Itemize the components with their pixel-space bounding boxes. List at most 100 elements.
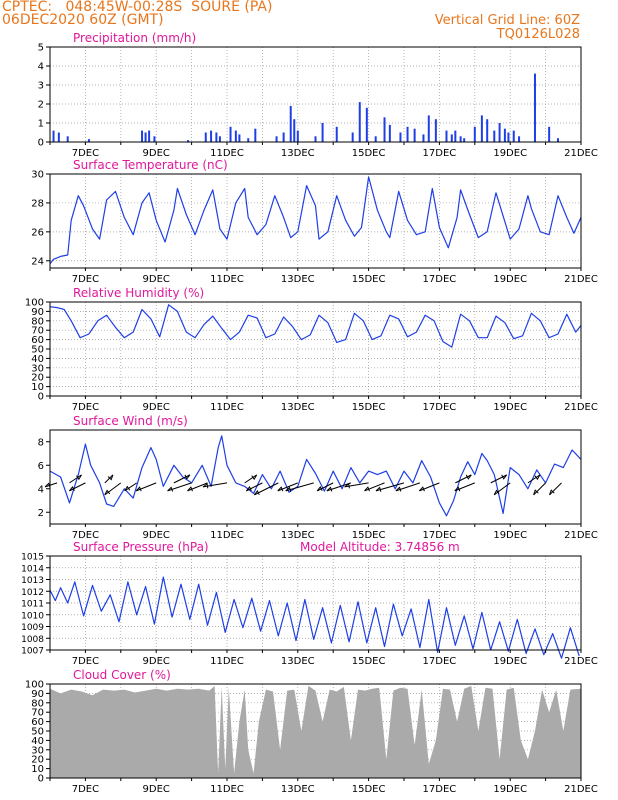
pressure-title: Surface Pressure (hPa) xyxy=(73,540,209,554)
precip-bar xyxy=(427,115,430,142)
precip-bar xyxy=(434,119,437,142)
wind-arrow-head xyxy=(104,489,111,496)
wind-xtick-label: 7DEC xyxy=(72,530,99,541)
precip-bar xyxy=(351,132,354,142)
wind-vector-arrow xyxy=(490,474,507,484)
wind-arrow-head xyxy=(364,486,370,492)
rh-ytick-label: 60 xyxy=(31,335,44,346)
rh-title: Relative Humidity (%) xyxy=(73,286,204,300)
wind-vector-arrow xyxy=(187,482,208,492)
wind-vector-arrow xyxy=(246,482,263,492)
pressure-xtick-label: 21DEC xyxy=(564,656,598,667)
cloud-ytick-label: 40 xyxy=(31,736,44,747)
wind-arrow-head xyxy=(316,485,323,492)
precip-bar xyxy=(321,123,324,142)
precip-title: Precipitation (mm/h) xyxy=(73,31,196,45)
precip-bar xyxy=(374,136,377,142)
pressure-ytick-label: 1007 xyxy=(21,647,44,657)
temp-plot-frame xyxy=(49,173,582,269)
precip-bar xyxy=(459,136,462,142)
rh-ytick-label: 50 xyxy=(31,345,44,356)
wind-xtick-label: 9DEC xyxy=(143,530,170,541)
precip-bar xyxy=(406,126,409,142)
cloud-ytick-label: 60 xyxy=(31,717,44,728)
wind-vector-arrow xyxy=(104,482,122,496)
pressure-ytick-label: 1014 xyxy=(21,564,44,574)
cloud-xtick-label: 15DEC xyxy=(352,784,386,795)
temp-ytick-label: 28 xyxy=(31,198,44,209)
pressure-xtick-label: 15DEC xyxy=(352,656,386,667)
precip-xtick-label: 19DEC xyxy=(493,148,527,159)
cloud-xtick-label: 13DEC xyxy=(281,784,315,795)
rh-line xyxy=(49,304,582,348)
wind-vector-arrow xyxy=(277,482,298,492)
precip-bar xyxy=(141,130,144,142)
wind-ytick-label: 2 xyxy=(38,508,44,519)
wind-arrow-head xyxy=(375,486,382,492)
precip-bar xyxy=(556,138,559,142)
wind-vector-arrow xyxy=(136,482,157,492)
rh-xtick-label: 9DEC xyxy=(143,402,170,413)
cloud-ytick-label: 90 xyxy=(31,689,44,700)
precip-bar xyxy=(454,130,457,142)
cloud-xtick-label: 11DEC xyxy=(210,784,244,795)
header-location: CPTEC: 048:45W-00:28S SOURE (PA) xyxy=(2,0,272,15)
precip-ytick-label: 2 xyxy=(38,100,44,111)
temp-xtick-label: 11DEC xyxy=(210,274,244,285)
precip-bar xyxy=(153,136,156,142)
wind-arrow-head xyxy=(285,486,292,492)
precip-ytick-label: 3 xyxy=(38,81,44,92)
precip-xtick-label: 7DEC xyxy=(72,148,99,159)
rh-xtick-label: 17DEC xyxy=(423,402,457,413)
rh-xtick-label: 19DEC xyxy=(493,402,527,413)
rh-ytick-label: 40 xyxy=(31,354,44,365)
wind-arrow-head xyxy=(533,489,539,496)
cloud-ytick-label: 70 xyxy=(31,708,44,719)
wind-vector-arrow xyxy=(455,474,472,484)
cloud-ytick-label: 30 xyxy=(31,745,44,756)
precip-bar xyxy=(238,134,241,142)
pressure-xtick-label: 17DEC xyxy=(423,656,457,667)
cloud-cover-area xyxy=(50,685,581,778)
model-code-label: TQ0126L028 xyxy=(496,27,580,42)
rh-xtick-label: 11DEC xyxy=(210,402,244,413)
cloud-ytick-label: 0 xyxy=(38,774,44,785)
grid-note-label: Vertical Grid Line: 60Z xyxy=(434,13,580,28)
precip-bar xyxy=(275,136,278,142)
cloud-ytick-label: 80 xyxy=(31,698,44,709)
pressure-xtick-label: 13DEC xyxy=(281,656,315,667)
rh-ytick-label: 100 xyxy=(25,298,44,309)
precip-bar xyxy=(512,130,515,142)
wind-arrow-head xyxy=(465,474,472,480)
pressure-line xyxy=(49,576,580,659)
wind-vector-arrow xyxy=(124,482,138,492)
wind-plot-frame xyxy=(49,429,582,525)
wind-vector-arrow xyxy=(493,482,511,496)
wind-title: Surface Wind (m/s) xyxy=(73,414,188,428)
precip-bar xyxy=(533,73,536,142)
rh-ytick-label: 70 xyxy=(31,326,44,337)
wind-xtick-label: 19DEC xyxy=(493,530,527,541)
precip-bar xyxy=(247,138,250,142)
temp-xtick-label: 7DEC xyxy=(72,274,99,285)
wind-arrow-head xyxy=(69,485,75,492)
cloud-xtick-label: 21DEC xyxy=(564,784,598,795)
wind-arrow-head xyxy=(135,486,142,492)
precip-bar xyxy=(493,130,496,142)
rh-xtick-label: 21DEC xyxy=(564,402,598,413)
precip-bar xyxy=(413,128,416,142)
pressure-ytick-label: 1009 xyxy=(21,623,44,633)
temp-xtick-label: 13DEC xyxy=(281,274,315,285)
wind-vector-arrow xyxy=(549,482,562,496)
precip-bar xyxy=(480,115,483,142)
cloud-ytick-label: 50 xyxy=(31,727,44,738)
precip-bar xyxy=(450,134,453,142)
precip-xtick-label: 17DEC xyxy=(423,148,457,159)
pressure-ytick-label: 1008 xyxy=(21,635,44,645)
temp-xtick-label: 15DEC xyxy=(352,274,386,285)
wind-vector-arrow xyxy=(527,474,541,484)
precip-bar xyxy=(66,136,69,142)
wind-line xyxy=(49,435,582,517)
temp-xtick-label: 19DEC xyxy=(493,274,527,285)
